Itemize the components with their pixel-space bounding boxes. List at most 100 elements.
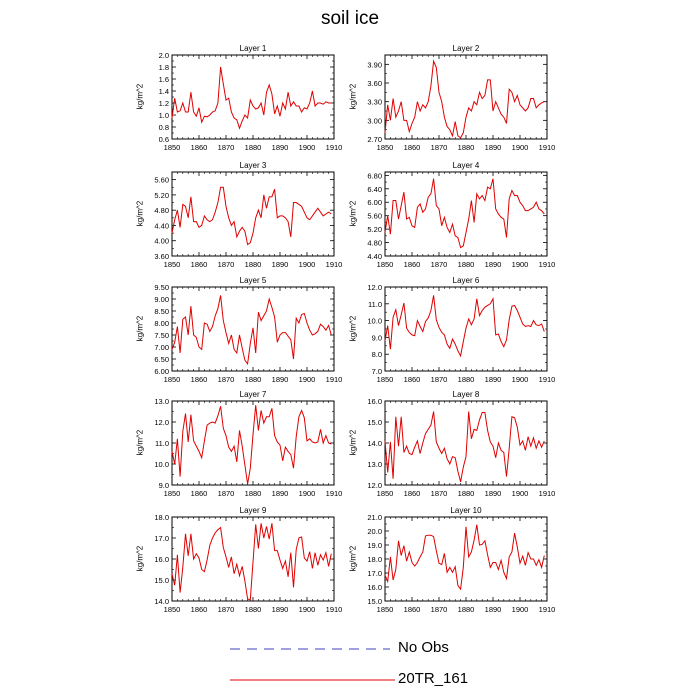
x-tick-label: 1910 xyxy=(539,605,556,614)
x-tick-label: 1870 xyxy=(218,143,235,152)
x-tick-label: 1900 xyxy=(299,375,316,384)
y-tick-label: 14.0 xyxy=(367,439,382,448)
y-tick-label: 6.00 xyxy=(154,367,169,376)
x-tick-label: 1880 xyxy=(245,260,262,269)
x-tick-label: 1860 xyxy=(404,143,421,152)
y-tick-label: 9.0 xyxy=(159,481,169,490)
panel-title: Layer 4 xyxy=(452,161,480,170)
y-tick-label: 12.0 xyxy=(154,418,169,427)
x-tick-label: 1860 xyxy=(404,260,421,269)
x-tick-label: 1880 xyxy=(458,260,475,269)
y-tick-label: 2.70 xyxy=(367,135,382,144)
y-tick-label: 2.0 xyxy=(159,51,169,60)
x-tick-label: 1900 xyxy=(512,375,529,384)
x-tick-label: 1860 xyxy=(404,489,421,498)
x-tick-label: 1880 xyxy=(458,605,475,614)
layer-panel: Layer 8 kg/m^2 12.0 13.0 14.0 15.0 16.0 1850 186… xyxy=(349,390,556,498)
x-tick-label: 1890 xyxy=(485,605,502,614)
y-tick-label: 0.8 xyxy=(159,123,169,132)
x-tick-label: 1890 xyxy=(272,489,289,498)
x-tick-label: 1850 xyxy=(377,605,394,614)
plot-area: 14.0 15.0 16.0 17.0 18.0 1850 1860 1870 1880 1890… xyxy=(154,513,342,614)
y-tick-label: 1.2 xyxy=(159,99,169,108)
y-tick-label: 14.0 xyxy=(154,597,169,606)
y-tick-label: 21.0 xyxy=(367,513,382,522)
panel-title: Layer 2 xyxy=(452,44,480,53)
x-tick-label: 1910 xyxy=(539,489,556,498)
y-tick-label: 7.00 xyxy=(154,343,169,352)
x-tick-label: 1850 xyxy=(377,489,394,498)
series-line-20tr-161 xyxy=(171,295,332,366)
y-tick-label: 1.8 xyxy=(159,63,169,72)
plot-area: 2.70 3.00 3.30 3.60 3.90 1850 1860 1870 1880 1890… xyxy=(367,54,555,152)
layer-panel: Layer 5 kg/m^2 6.00 6.50 7.00 7.50 8.00 8.50 9.0… xyxy=(136,276,343,384)
x-tick-label: 1910 xyxy=(326,489,343,498)
panel-title: Layer 3 xyxy=(239,161,267,170)
x-tick-label: 1890 xyxy=(272,260,289,269)
y-tick-label: 7.0 xyxy=(372,367,382,376)
x-tick-label: 1860 xyxy=(404,375,421,384)
x-tick-label: 1880 xyxy=(245,375,262,384)
x-tick-label: 1890 xyxy=(272,605,289,614)
y-tick-label: 4.40 xyxy=(154,221,169,230)
x-tick-label: 1900 xyxy=(512,143,529,152)
y-tick-label: 6.00 xyxy=(367,198,382,207)
y-tick-label: 1.0 xyxy=(159,111,169,120)
legend-label-no-obs: No Obs xyxy=(398,639,449,656)
y-tick-label: 5.60 xyxy=(154,176,169,185)
y-tick-label: 15.0 xyxy=(367,597,382,606)
layer-panel: Layer 7 kg/m^2 9.0 10.0 11.0 12.0 13.0 1850 1860… xyxy=(136,390,343,498)
x-tick-label: 1870 xyxy=(218,260,235,269)
y-tick-label: 18.0 xyxy=(367,555,382,564)
layer-panel: Layer 9 kg/m^2 14.0 15.0 16.0 17.0 18.0 1850 186… xyxy=(136,506,343,614)
x-tick-label: 1880 xyxy=(245,143,262,152)
x-tick-label: 1870 xyxy=(431,489,448,498)
y-tick-label: 15.0 xyxy=(367,418,382,427)
y-tick-label: 18.0 xyxy=(154,513,169,522)
y-tick-label: 11.0 xyxy=(155,439,169,448)
y-tick-label: 7.50 xyxy=(154,331,169,340)
y-tick-label: 4.40 xyxy=(367,252,382,261)
y-tick-label: 10.0 xyxy=(367,317,382,326)
y-tick-label: 1.6 xyxy=(159,75,169,84)
series-line-20tr-161 xyxy=(171,66,332,130)
y-tick-label: 8.0 xyxy=(372,350,382,359)
y-tick-label: 15.0 xyxy=(154,576,169,585)
y-tick-label: 5.20 xyxy=(154,191,169,200)
x-tick-label: 1900 xyxy=(299,260,316,269)
x-tick-label: 1850 xyxy=(164,143,181,152)
legend-label-20tr-161: 20TR_161 xyxy=(398,670,469,687)
x-tick-label: 1900 xyxy=(512,489,529,498)
plot-area: 6.00 6.50 7.00 7.50 8.00 8.50 9.00 9.50 1850 1860… xyxy=(154,283,342,384)
x-tick-label: 1910 xyxy=(539,375,556,384)
series-line-20tr-161 xyxy=(384,178,545,249)
y-tick-label: 5.20 xyxy=(367,225,382,234)
panel-title: Layer 5 xyxy=(239,276,267,285)
y-tick-label: 0.6 xyxy=(159,135,169,144)
series-line-20tr-161 xyxy=(384,59,545,139)
x-tick-label: 1870 xyxy=(431,605,448,614)
x-tick-label: 1900 xyxy=(299,143,316,152)
x-tick-label: 1860 xyxy=(404,605,421,614)
panel-title: Layer 8 xyxy=(452,390,480,399)
series-line-20tr-161 xyxy=(384,524,545,591)
y-tick-label: 3.00 xyxy=(367,116,382,125)
x-tick-label: 1850 xyxy=(164,375,181,384)
plot-area: 0.6 0.8 1.0 1.2 1.4 1.6 1.8 2.0 1850 1860 1870 1880… xyxy=(159,51,343,152)
x-tick-label: 1890 xyxy=(272,375,289,384)
y-tick-label: 10.0 xyxy=(154,460,169,469)
y-tick-label: 9.0 xyxy=(372,333,382,342)
x-tick-label: 1860 xyxy=(191,489,208,498)
x-tick-label: 1900 xyxy=(299,605,316,614)
y-tick-label: 11.0 xyxy=(368,300,382,309)
x-tick-label: 1910 xyxy=(539,143,556,152)
x-tick-label: 1870 xyxy=(431,375,448,384)
y-tick-label: 3.90 xyxy=(367,60,382,69)
layer-panel: Layer 10 kg/m^2 15.0 16.0 17.0 18.0 19.0 20.0 21… xyxy=(349,506,556,614)
y-tick-label: 12.0 xyxy=(367,481,382,490)
y-tick-label: 1.4 xyxy=(159,87,169,96)
x-tick-label: 1910 xyxy=(326,375,343,384)
x-tick-label: 1910 xyxy=(326,143,343,152)
plot-area: 7.0 8.0 9.0 10.0 11.0 12.0 1850 1860 1870 1880 189… xyxy=(367,283,555,384)
